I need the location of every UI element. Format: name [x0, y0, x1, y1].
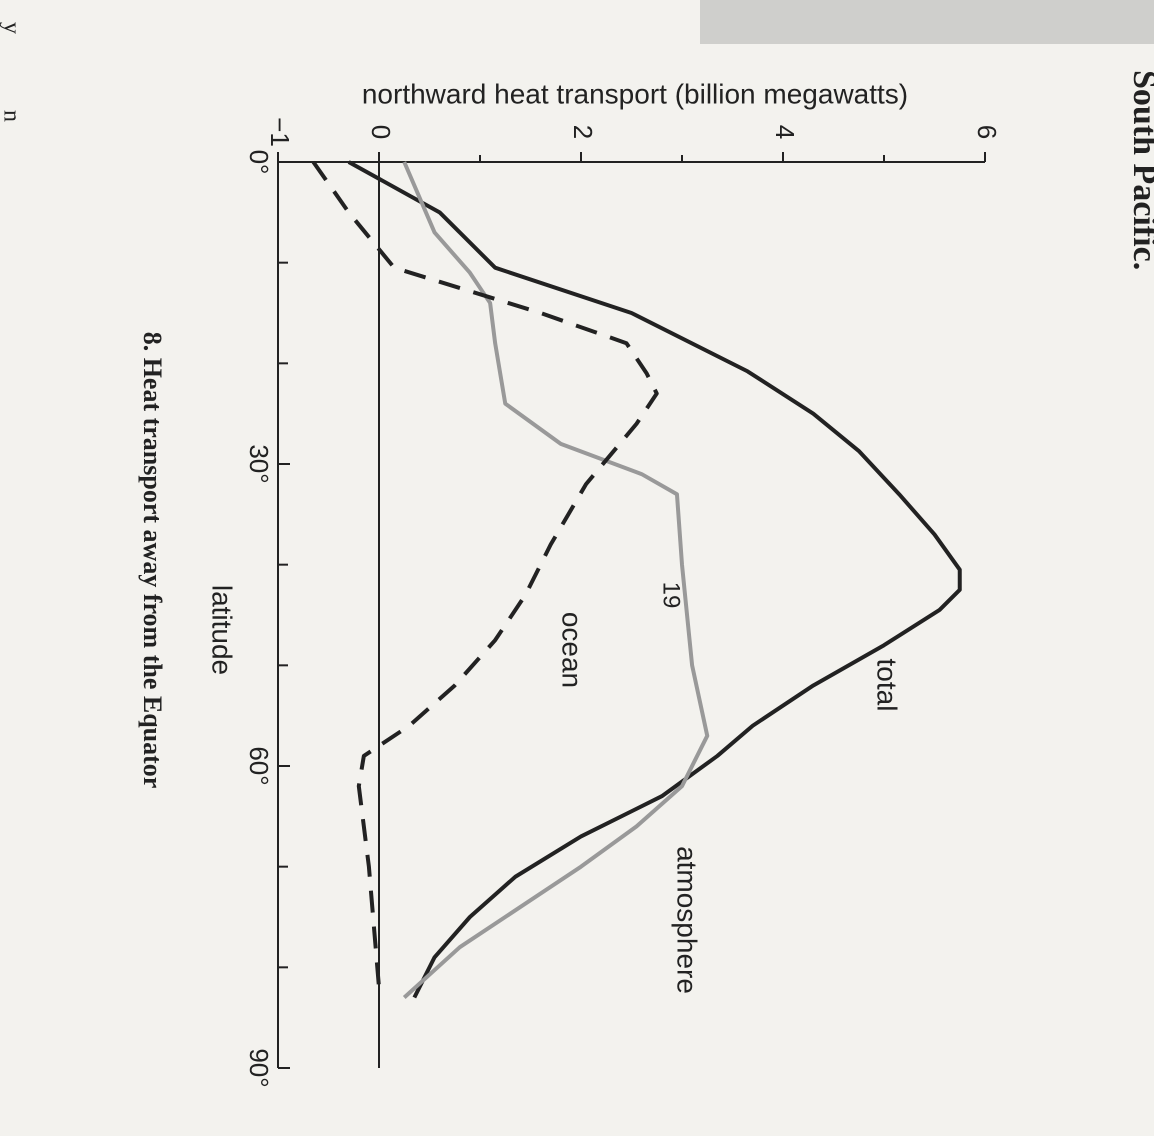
x-tick-label: 90°: [244, 1048, 274, 1087]
y-tick-label: 4: [770, 125, 800, 139]
page-heading: South Pacific.: [1126, 70, 1154, 270]
series-label: total: [872, 659, 903, 712]
series-line: [311, 160, 659, 988]
y-tick-label: −1: [265, 117, 295, 147]
y-tick-label: 2: [568, 125, 598, 139]
y-tick-label: 0: [366, 125, 396, 139]
x-tick-label: 30°: [244, 444, 274, 483]
y-axis-title: northward heat transport (billion megawa…: [362, 78, 908, 109]
x-tick-label: 0°: [244, 150, 274, 175]
series-label: ocean: [557, 612, 588, 688]
x-tick-label: 60°: [244, 746, 274, 785]
scan-shade: [700, 0, 1154, 44]
margin-letter: y: [0, 22, 25, 34]
caption: 8. Heat transport away from the Equator: [138, 332, 167, 789]
margin-letter: n: [0, 110, 25, 122]
series-line: [347, 160, 962, 999]
series-label: atmosphere: [672, 846, 703, 994]
y-tick-label: 6: [972, 125, 1002, 139]
page-number: 19: [658, 582, 685, 609]
x-axis-title: latitude: [207, 585, 238, 675]
